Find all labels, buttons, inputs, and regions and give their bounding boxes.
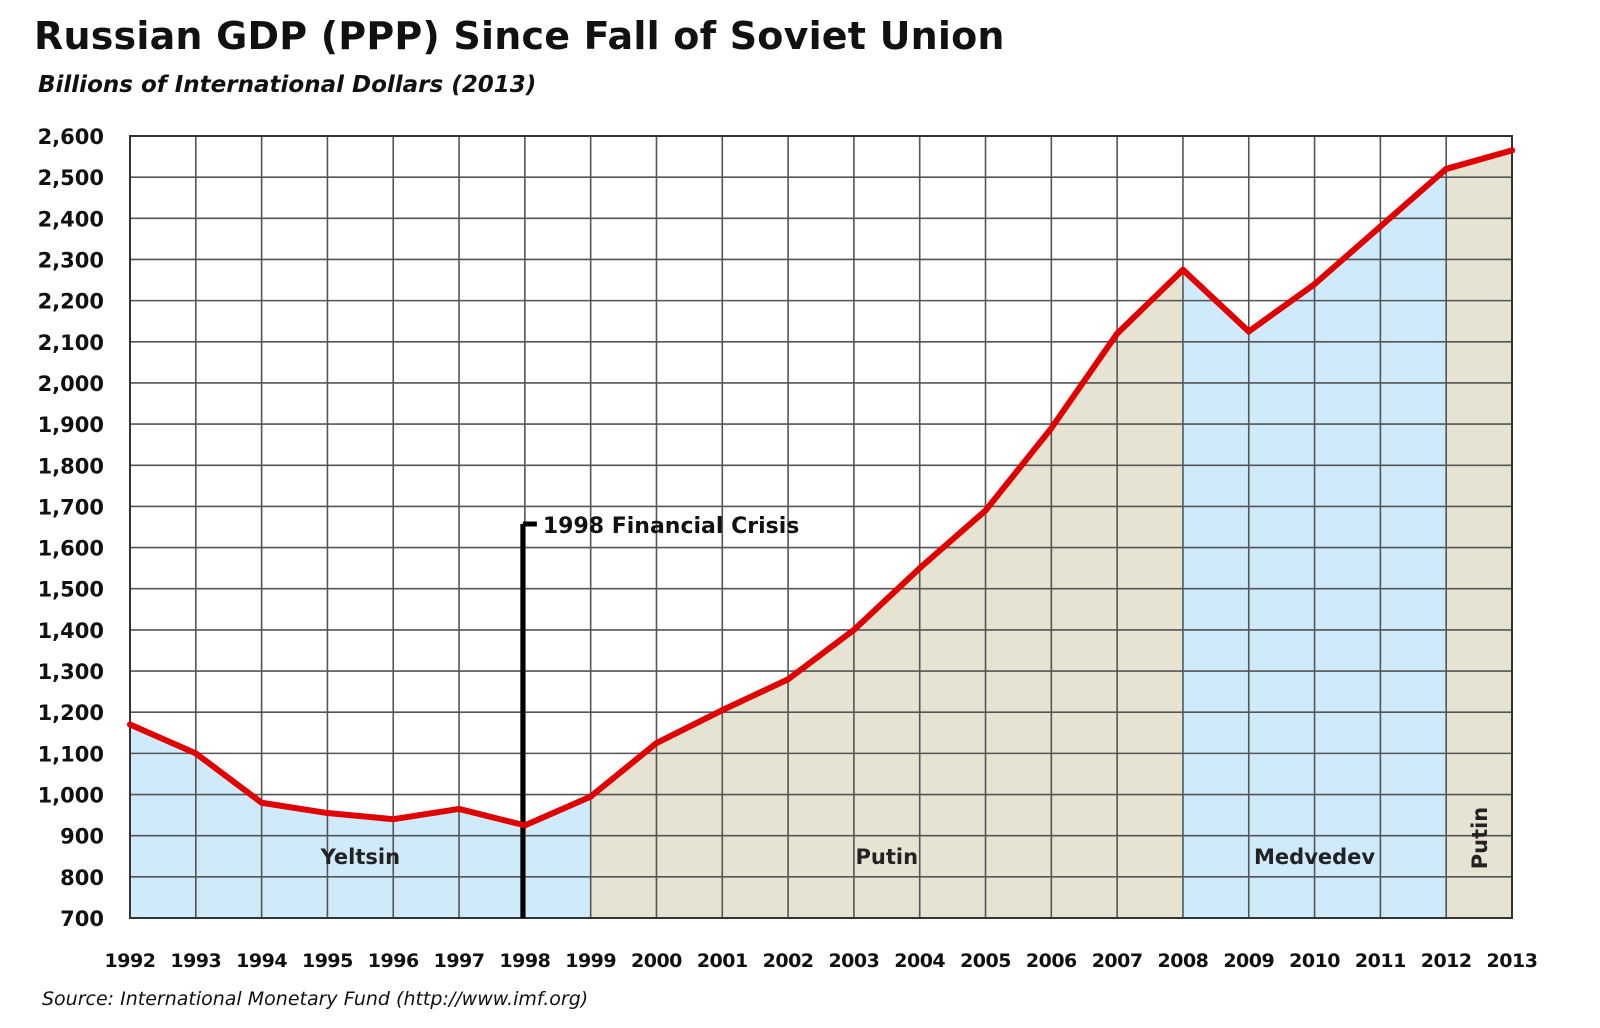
era-label: Medvedev <box>1254 845 1375 869</box>
y-tick-label: 1,700 <box>38 495 104 519</box>
chart-subtitle: Billions of International Dollars (2013) <box>38 72 537 98</box>
source-note: Source: International Monetary Fund (htt… <box>42 988 589 1010</box>
era-label: Putin <box>856 845 919 869</box>
y-tick-label: 1,500 <box>38 578 104 602</box>
era-label: Yeltsin <box>320 845 400 869</box>
y-tick-label: 2,400 <box>38 207 104 231</box>
data-point <box>1114 330 1121 337</box>
x-tick-label: 1992 <box>105 950 156 972</box>
x-tick-label: 2000 <box>631 950 682 972</box>
y-tick-label: 2,000 <box>38 372 104 396</box>
data-point <box>587 793 594 800</box>
data-point <box>1179 266 1186 273</box>
y-tick-label: 1,800 <box>38 454 104 478</box>
grid-lines <box>129 135 1513 919</box>
data-point <box>719 707 726 714</box>
plot-border <box>129 135 1513 919</box>
series-group <box>127 147 1515 829</box>
y-tick-label: 1,300 <box>38 660 104 684</box>
x-tick-label: 1998 <box>499 950 550 972</box>
data-point <box>1311 281 1318 288</box>
y-tick-label: 1,000 <box>38 784 104 808</box>
crisis-label: 1998 Financial Crisis <box>543 514 800 539</box>
x-tick-label: 2012 <box>1421 950 1472 972</box>
x-tick-label: 2013 <box>1487 950 1538 972</box>
x-tick-label: 1999 <box>565 950 616 972</box>
data-point <box>390 816 397 823</box>
data-point <box>982 507 989 514</box>
gdp-series-line <box>127 147 1515 829</box>
data-point <box>1377 223 1384 230</box>
y-tick-label: 700 <box>60 907 104 931</box>
y-tick-label: 1,100 <box>38 742 104 766</box>
x-axis-ticks: 1992 1993 1994 1995 1996 1997 1998 1999 2000 2001… <box>105 950 1538 972</box>
x-tick-label: 2009 <box>1223 950 1274 972</box>
x-tick-label: 1993 <box>170 950 221 972</box>
data-point <box>324 810 331 817</box>
y-tick-label: 2,300 <box>38 248 104 272</box>
x-tick-label: 2003 <box>828 950 879 972</box>
data-point <box>521 822 528 829</box>
era-band-3 <box>1446 150 1512 918</box>
era-bands <box>130 150 1512 918</box>
y-tick-label: 1,200 <box>38 701 104 725</box>
x-tick-label: 2010 <box>1289 950 1340 972</box>
x-tick-label: 2005 <box>960 950 1011 972</box>
crisis-annotation: 1998 Financial Crisis <box>520 514 800 918</box>
data-point <box>192 750 199 757</box>
y-tick-label: 1,600 <box>38 537 104 561</box>
era-label: Putin <box>1468 807 1492 870</box>
y-tick-label: 1,900 <box>38 413 104 437</box>
data-point <box>785 676 792 683</box>
data-point <box>653 740 660 747</box>
data-point <box>127 721 133 728</box>
y-tick-label: 1,400 <box>38 619 104 643</box>
x-tick-label: 2001 <box>697 950 748 972</box>
data-point <box>916 565 923 572</box>
x-tick-label: 1997 <box>434 950 485 972</box>
data-point <box>1443 165 1450 172</box>
y-tick-label: 2,200 <box>38 290 104 314</box>
x-tick-label: 2008 <box>1158 950 1209 972</box>
x-tick-label: 1995 <box>302 950 353 972</box>
y-axis-ticks: 700 800 900 1,000 1,100 1,200 1,300 1,400 1,500 1… <box>38 125 104 931</box>
data-point <box>456 805 463 812</box>
x-tick-label: 1996 <box>368 950 419 972</box>
y-tick-label: 800 <box>60 866 104 890</box>
x-tick-label: 2006 <box>1026 950 1077 972</box>
era-labels: Yeltsin Putin Medvedev Putin <box>320 807 1492 870</box>
data-point <box>1048 425 1055 432</box>
x-tick-label: 2007 <box>1092 950 1143 972</box>
data-point <box>1245 328 1252 335</box>
chart-title: Russian GDP (PPP) Since Fall of Soviet U… <box>34 14 1005 58</box>
y-tick-label: 2,600 <box>38 125 104 149</box>
x-tick-label: 2011 <box>1355 950 1406 972</box>
data-point <box>258 799 265 806</box>
y-tick-label: 2,500 <box>38 166 104 190</box>
x-tick-label: 2002 <box>763 950 814 972</box>
y-tick-label: 900 <box>60 825 104 849</box>
x-tick-label: 1994 <box>236 950 287 972</box>
data-point <box>850 626 857 633</box>
data-point <box>1509 147 1515 154</box>
y-tick-label: 2,100 <box>38 331 104 355</box>
x-tick-label: 2004 <box>894 950 945 972</box>
